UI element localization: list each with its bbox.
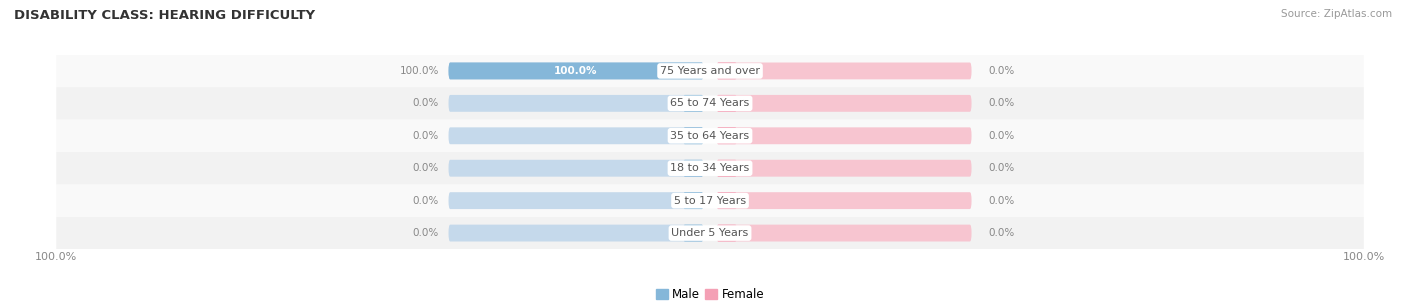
Text: 0.0%: 0.0%: [412, 98, 439, 108]
FancyBboxPatch shape: [449, 225, 703, 241]
Text: 18 to 34 Years: 18 to 34 Years: [671, 163, 749, 173]
FancyBboxPatch shape: [717, 225, 972, 241]
Text: DISABILITY CLASS: HEARING DIFFICULTY: DISABILITY CLASS: HEARING DIFFICULTY: [14, 9, 315, 22]
FancyBboxPatch shape: [717, 225, 737, 241]
FancyBboxPatch shape: [449, 192, 703, 209]
Text: 0.0%: 0.0%: [988, 131, 1014, 141]
Text: 0.0%: 0.0%: [988, 228, 1014, 238]
Text: 100.0%: 100.0%: [554, 66, 598, 76]
FancyBboxPatch shape: [56, 185, 1364, 217]
FancyBboxPatch shape: [717, 160, 972, 177]
Text: 75 Years and over: 75 Years and over: [659, 66, 761, 76]
FancyBboxPatch shape: [56, 217, 1364, 249]
Text: 0.0%: 0.0%: [988, 163, 1014, 173]
Text: 0.0%: 0.0%: [412, 196, 439, 206]
FancyBboxPatch shape: [683, 192, 703, 209]
Text: 0.0%: 0.0%: [412, 131, 439, 141]
FancyBboxPatch shape: [683, 160, 703, 177]
Text: 0.0%: 0.0%: [412, 228, 439, 238]
Text: Under 5 Years: Under 5 Years: [672, 228, 748, 238]
FancyBboxPatch shape: [449, 160, 703, 177]
FancyBboxPatch shape: [683, 95, 703, 112]
FancyBboxPatch shape: [449, 63, 703, 79]
FancyBboxPatch shape: [449, 95, 703, 112]
FancyBboxPatch shape: [683, 225, 703, 241]
FancyBboxPatch shape: [717, 192, 737, 209]
Text: 35 to 64 Years: 35 to 64 Years: [671, 131, 749, 141]
FancyBboxPatch shape: [717, 160, 737, 177]
FancyBboxPatch shape: [683, 127, 703, 144]
FancyBboxPatch shape: [717, 95, 737, 112]
FancyBboxPatch shape: [449, 63, 703, 79]
Text: 0.0%: 0.0%: [988, 196, 1014, 206]
Text: 0.0%: 0.0%: [988, 98, 1014, 108]
FancyBboxPatch shape: [717, 63, 972, 79]
FancyBboxPatch shape: [56, 152, 1364, 185]
FancyBboxPatch shape: [56, 55, 1364, 87]
FancyBboxPatch shape: [56, 87, 1364, 119]
Text: 65 to 74 Years: 65 to 74 Years: [671, 98, 749, 108]
Text: 5 to 17 Years: 5 to 17 Years: [673, 196, 747, 206]
Text: Source: ZipAtlas.com: Source: ZipAtlas.com: [1281, 9, 1392, 19]
FancyBboxPatch shape: [717, 127, 972, 144]
FancyBboxPatch shape: [717, 127, 737, 144]
Legend: Male, Female: Male, Female: [651, 283, 769, 304]
FancyBboxPatch shape: [56, 119, 1364, 152]
FancyBboxPatch shape: [449, 127, 703, 144]
FancyBboxPatch shape: [717, 95, 972, 112]
FancyBboxPatch shape: [717, 192, 972, 209]
Text: 100.0%: 100.0%: [399, 66, 439, 76]
FancyBboxPatch shape: [717, 63, 737, 79]
Text: 0.0%: 0.0%: [412, 163, 439, 173]
Text: 0.0%: 0.0%: [988, 66, 1014, 76]
